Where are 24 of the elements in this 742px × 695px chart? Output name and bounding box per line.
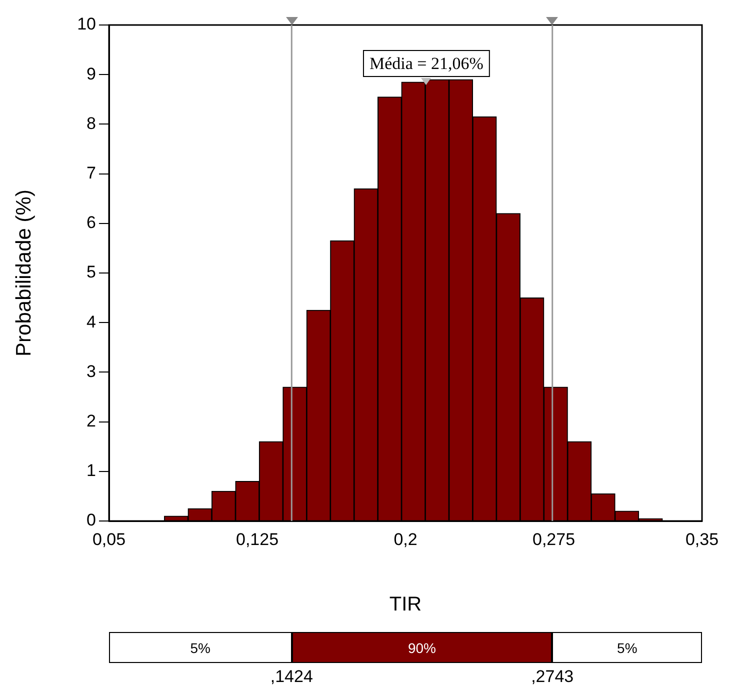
x-tick-label: 0,05	[92, 530, 126, 549]
y-tick-label: 8	[86, 114, 96, 133]
y-tick-label: 4	[86, 312, 96, 332]
text: 5%	[552, 632, 702, 663]
y-tick-label: 0	[86, 510, 96, 530]
x-tick-label: 0,2	[394, 530, 418, 549]
y-tick-label: 6	[86, 213, 96, 232]
x-axis-title: TIR	[389, 594, 422, 616]
text: ,1424	[269, 667, 314, 687]
x-tick-label: 0,35	[685, 530, 719, 549]
y-tick-label: 2	[86, 411, 96, 430]
y-tick-label: 9	[86, 64, 96, 84]
y-tick-label: 5	[86, 262, 96, 282]
text: 5%	[109, 632, 292, 663]
text: ,2743	[530, 667, 575, 687]
y-axis-title: Probabilidade (%)	[12, 190, 36, 356]
y-tick-label: 1	[86, 461, 96, 480]
y-tick-label: 7	[86, 163, 96, 182]
annotation: Média = 21,06%	[369, 54, 484, 73]
y-tick-label: 3	[86, 362, 96, 381]
y-tick-label: 10	[77, 14, 96, 34]
x-tick-label: 0,275	[532, 530, 576, 549]
text: 90%	[292, 632, 552, 663]
x-tick-label: 0,125	[236, 530, 279, 549]
